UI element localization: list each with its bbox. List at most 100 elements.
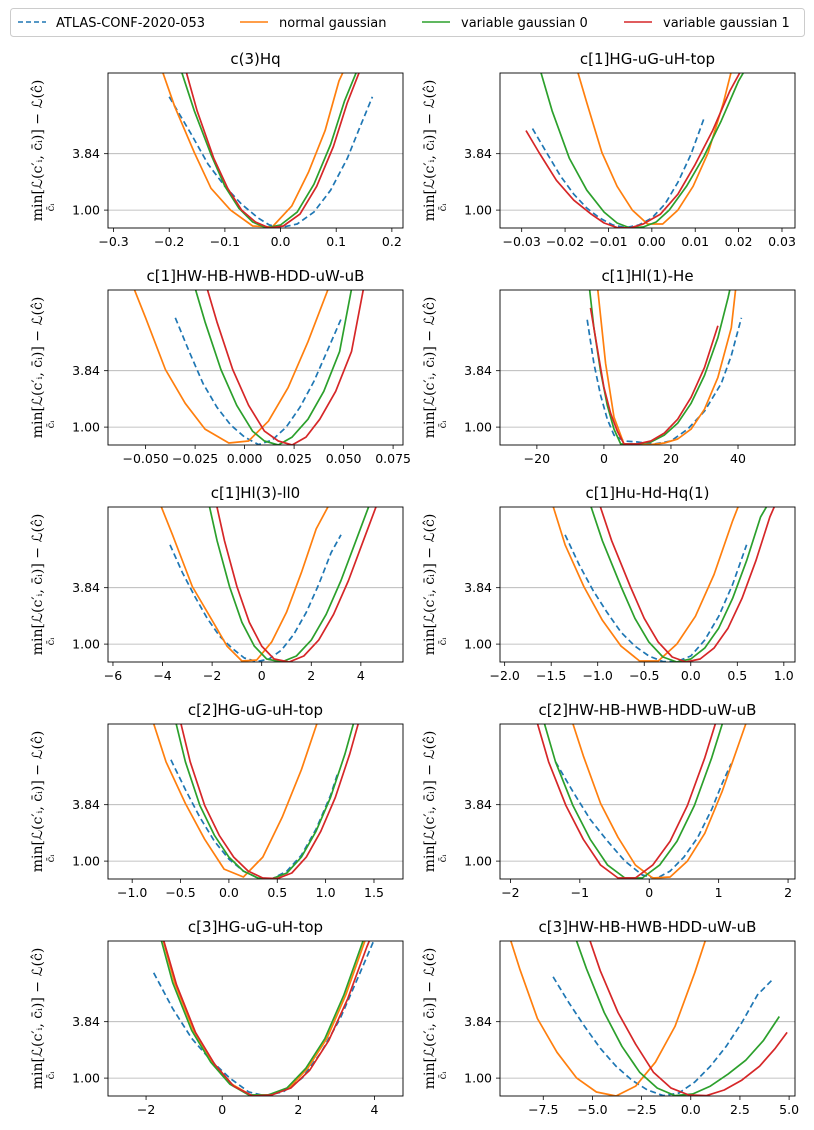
x-tick-label: −0.5 [165, 885, 195, 900]
y-tick-label: 3.84 [464, 797, 492, 812]
y-tick-label: 1.00 [464, 203, 492, 218]
x-tick-label: 0 [218, 1102, 226, 1117]
x-tick-label: −2.5 [626, 1102, 656, 1117]
x-tick-label: 0.0 [219, 885, 239, 900]
x-tick-label: 0.0 [681, 1102, 701, 1117]
y-axis-label-sub: c̄ᵢ [46, 421, 57, 429]
x-tick-label: 0 [600, 451, 608, 466]
x-tick-label: 0.050 [326, 451, 362, 466]
panel-c-1-hg-ug-uh-top: 1.00 3.84 −0.03 −0.02 −0.01 0.00 0.01 0.02 0.03 c… [422, 50, 796, 249]
axes-frame [107, 72, 404, 229]
series-line-variable-gaussian-0 [543, 724, 724, 879]
y-tick-label: 1.00 [72, 637, 100, 652]
x-tick-label: 0 [258, 668, 266, 683]
y-axis-label-main: min[ℒ(c′ᵢ, c̄ᵢ)] − ℒ(ĉ) [30, 297, 46, 439]
axes-frame [107, 940, 404, 1097]
panel-c-3-hw-hb-hwb-hdd-uw-ub: 1.00 3.84 −7.5 −5.0 −2.5 0.0 2.5 5.0 c[3]HW-HB-H… [422, 918, 799, 1117]
y-axis-label: min[ℒ(c′ᵢ, c̄ᵢ)] − ℒ(ĉ) c̄ᵢ [422, 297, 449, 439]
panel-c-1-hw-hb-hwb-hdd-uw-ub: 1.00 3.84 −0.050 −0.025 0.000 0.025 0.050 0.075… [30, 267, 411, 466]
y-axis-label-main: min[ℒ(c′ᵢ, c̄ᵢ)] − ℒ(ĉ) [422, 948, 438, 1090]
series-group [152, 724, 360, 879]
y-tick-label: 1.00 [72, 1071, 100, 1086]
series-line-normal-gaussian [152, 724, 318, 878]
y-axis-label: min[ℒ(c′ᵢ, c̄ᵢ)] − ℒ(ĉ) c̄ᵢ [422, 948, 449, 1090]
x-tick-label: 0.0 [271, 234, 291, 249]
y-axis-label: min[ℒ(c′ᵢ, c̄ᵢ)] − ℒ(ĉ) c̄ᵢ [422, 514, 449, 656]
y-axis-label-sub: c̄ᵢ [438, 421, 449, 429]
y-tick-label: 1.00 [464, 854, 492, 869]
y-tick-label: 3.84 [464, 146, 492, 161]
x-tick-label: 0.02 [725, 234, 753, 249]
x-tick-label: −0.1 [210, 234, 240, 249]
y-tick-label: 1.00 [72, 854, 100, 869]
series-line-normal-gaussian [133, 290, 329, 444]
y-tick-label: 1.00 [72, 203, 100, 218]
x-tick-label: 40 [730, 451, 746, 466]
x-tick-label: −0.02 [546, 234, 584, 249]
series-line-variable-gaussian-1 [536, 724, 717, 879]
y-tick-label: 3.84 [72, 363, 100, 378]
panel-title: c[1]Hl(1)-He [601, 267, 693, 285]
x-tick-label: 1.0 [774, 668, 794, 683]
x-tick-label: 1.5 [364, 885, 384, 900]
x-tick-label: −0.050 [122, 451, 168, 466]
series-group [162, 73, 374, 228]
y-tick-label: 1.00 [464, 1071, 492, 1086]
series-group [525, 73, 745, 228]
series-line-variable-gaussian-0 [181, 73, 357, 228]
series-line-atlas-conf-2020-053 [174, 317, 343, 445]
legend-label-atlas: ATLAS-CONF-2020-053 [56, 16, 205, 31]
x-tick-label: −1 [571, 885, 589, 900]
panel-title: c[1]HG-uG-uH-top [580, 50, 715, 68]
y-axis-label-main: min[ℒ(c′ᵢ, c̄ᵢ)] − ℒ(ĉ) [422, 514, 438, 656]
x-tick-label: 0 [645, 885, 653, 900]
x-tick-label: 0.5 [267, 885, 287, 900]
series-line-variable-gaussian-0 [208, 507, 370, 662]
x-tick-label: −0.2 [154, 234, 184, 249]
y-axis-label: min[ℒ(c′ᵢ, c̄ᵢ)] − ℒ(ĉ) c̄ᵢ [30, 80, 57, 222]
series-group [133, 290, 365, 445]
x-tick-label: 4 [357, 668, 365, 683]
y-tick-label: 3.84 [464, 580, 492, 595]
x-tick-label: −0.025 [172, 451, 218, 466]
x-tick-label: 2 [307, 668, 315, 683]
series-line-normal-gaussian [572, 724, 747, 879]
series-line-variable-gaussian-1 [599, 507, 776, 662]
panels-grid: 1.003.84−0.3 −0.2 −0.1 0.0 0.1 0.2c(3)Hqmin[ℒ… [30, 50, 799, 1117]
x-tick-label: −0.03 [503, 234, 541, 249]
series-line-variable-gaussian-1 [589, 941, 788, 1096]
y-axis-label-sub: c̄ᵢ [46, 638, 57, 646]
series-group [152, 941, 375, 1096]
x-tick-label: 0.5 [727, 668, 747, 683]
y-axis-label-sub: c̄ᵢ [438, 1072, 449, 1080]
series-line-variable-gaussian-1 [180, 724, 360, 879]
series-line-normal-gaussian [509, 941, 707, 1096]
series-line-atlas-conf-2020-053 [564, 534, 748, 662]
axes-frame [499, 289, 796, 446]
axes-frame [107, 506, 404, 663]
panel-title: c[3]HG-uG-uH-top [188, 918, 323, 936]
series-line-atlas-conf-2020-053 [168, 96, 374, 228]
legend: ATLAS-CONF-2020-053 normal gaussian vari… [10, 8, 805, 37]
y-axis-label-sub: c̄ᵢ [438, 204, 449, 212]
series-line-atlas-conf-2020-053 [531, 118, 705, 228]
y-axis-label-main: min[ℒ(c′ᵢ, c̄ᵢ)] − ℒ(ĉ) [422, 297, 438, 439]
series-group [509, 941, 788, 1096]
panel-title: c(3)Hq [230, 50, 280, 68]
x-tick-label: 0.0 [681, 668, 701, 683]
x-tick-label: −5.0 [577, 1102, 607, 1117]
x-tick-label: −0.5 [629, 668, 659, 683]
x-tick-label: 0.1 [326, 234, 346, 249]
series-line-variable-gaussian-0 [540, 73, 745, 228]
y-tick-label: 1.00 [464, 420, 492, 435]
y-axis-label-sub: c̄ᵢ [46, 204, 57, 212]
y-tick-label: 3.84 [464, 363, 492, 378]
y-tick-label: 3.84 [72, 146, 100, 161]
x-tick-label: −1.0 [583, 668, 613, 683]
x-tick-label: −1.5 [536, 668, 566, 683]
panel-title: c[2]HW-HB-HWB-HDD-uW-uB [539, 701, 757, 719]
x-tick-label: −20 [524, 451, 550, 466]
axes-frame [107, 723, 404, 880]
series-line-normal-gaussian [577, 73, 732, 225]
series-group [552, 507, 776, 662]
